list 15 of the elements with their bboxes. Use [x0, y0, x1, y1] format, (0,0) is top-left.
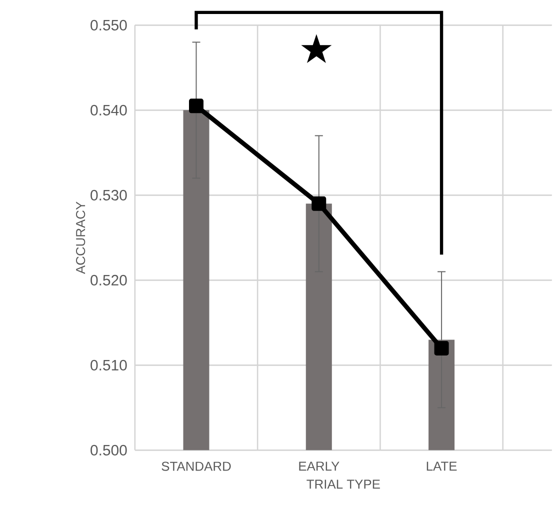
x-tick-label: STANDARD: [162, 462, 231, 471]
point: [188, 98, 204, 114]
y-tick-label: 0.500: [90, 444, 127, 456]
x-axis-title: TRIAL TYPE: [306, 480, 380, 489]
y-tick-label: 0.530: [90, 190, 127, 200]
point: [434, 340, 449, 356]
y-tick-label: 0.550: [90, 20, 127, 30]
y-tick-label: 0.540: [90, 104, 127, 116]
x-tick-label: LATE: [426, 462, 457, 471]
y-tick-label: 0.510: [90, 360, 127, 370]
y-axis-title: ACCURACY: [76, 202, 86, 274]
y-tick-label: 0.520: [90, 274, 127, 286]
annotation: ★: [301, 34, 332, 64]
x-tick-label: EARLY: [299, 462, 340, 471]
point: [312, 196, 326, 211]
